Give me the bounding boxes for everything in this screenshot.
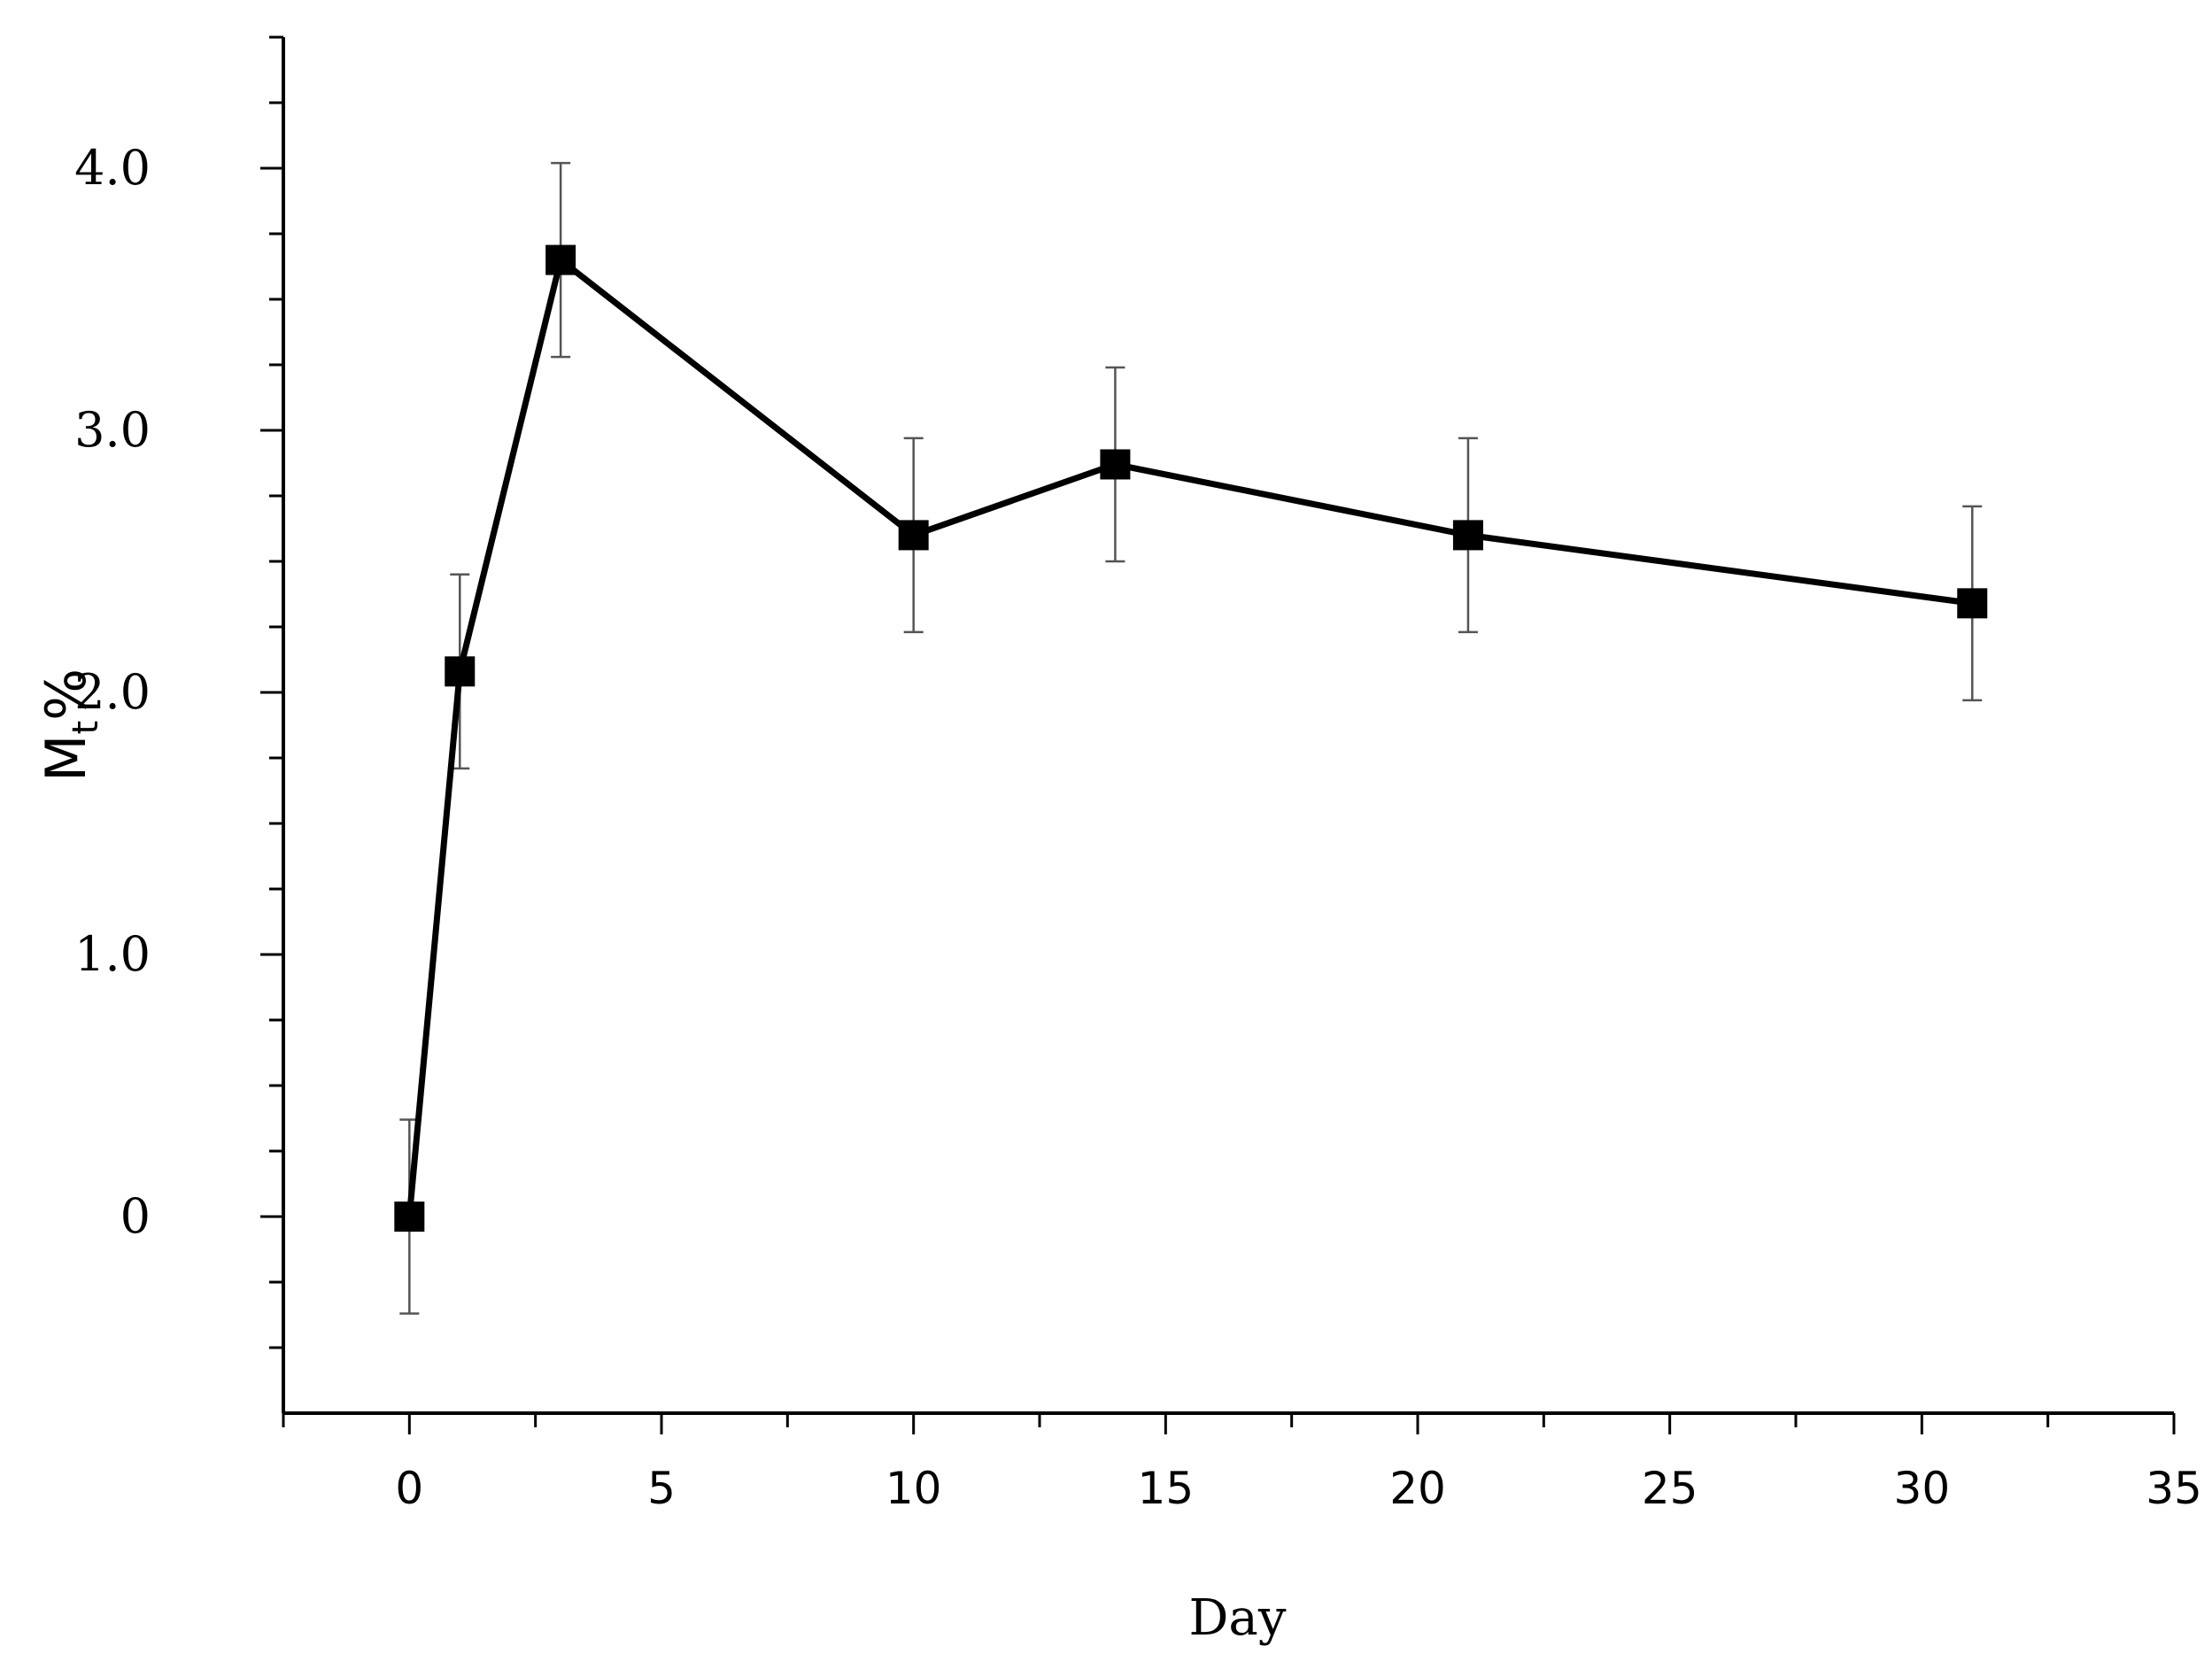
series-line bbox=[406, 254, 1973, 1217]
data-point bbox=[445, 656, 476, 687]
y-tick-label: 2.0 bbox=[74, 664, 151, 720]
x-tick-label: 10 bbox=[886, 1463, 942, 1514]
x-tick-label: 15 bbox=[1138, 1463, 1195, 1514]
x-axis-label: Day bbox=[1189, 1589, 1287, 1647]
data-markers bbox=[394, 244, 1988, 1232]
data-point bbox=[545, 244, 576, 275]
y-tick-label: 1.0 bbox=[74, 926, 151, 982]
x-tick-label: 25 bbox=[1642, 1463, 1698, 1514]
svg-text:Mt%: Mt% bbox=[34, 669, 106, 782]
y-axis-label: Mt% bbox=[34, 669, 106, 782]
data-point bbox=[394, 1202, 425, 1232]
y-axis-label-suffix: % bbox=[34, 669, 98, 721]
y-axis-label-subscript: t bbox=[66, 721, 106, 735]
data-point bbox=[898, 520, 929, 551]
x-tick-label: 20 bbox=[1389, 1463, 1446, 1514]
x-tick-label: 30 bbox=[1894, 1463, 1951, 1514]
axis-ticks bbox=[260, 35, 2176, 1434]
data-point bbox=[1452, 520, 1483, 551]
y-tick-label: 0 bbox=[120, 1188, 151, 1244]
axis-tick-labels: 0 1.0 2.0 3.0 4.0 0 5 10 15 20 25 30 35 bbox=[74, 140, 2202, 1514]
error-bars bbox=[399, 161, 1983, 1315]
axes bbox=[282, 37, 2174, 1415]
x-tick-label: 35 bbox=[2146, 1463, 2202, 1514]
y-axis-label-main: M bbox=[34, 735, 98, 783]
data-point bbox=[1100, 449, 1131, 480]
x-tick-label: 5 bbox=[647, 1463, 676, 1514]
data-point bbox=[1957, 588, 1988, 619]
x-tick-label: 0 bbox=[395, 1463, 423, 1514]
y-tick-label: 4.0 bbox=[74, 140, 151, 196]
y-tick-label: 3.0 bbox=[74, 402, 151, 458]
